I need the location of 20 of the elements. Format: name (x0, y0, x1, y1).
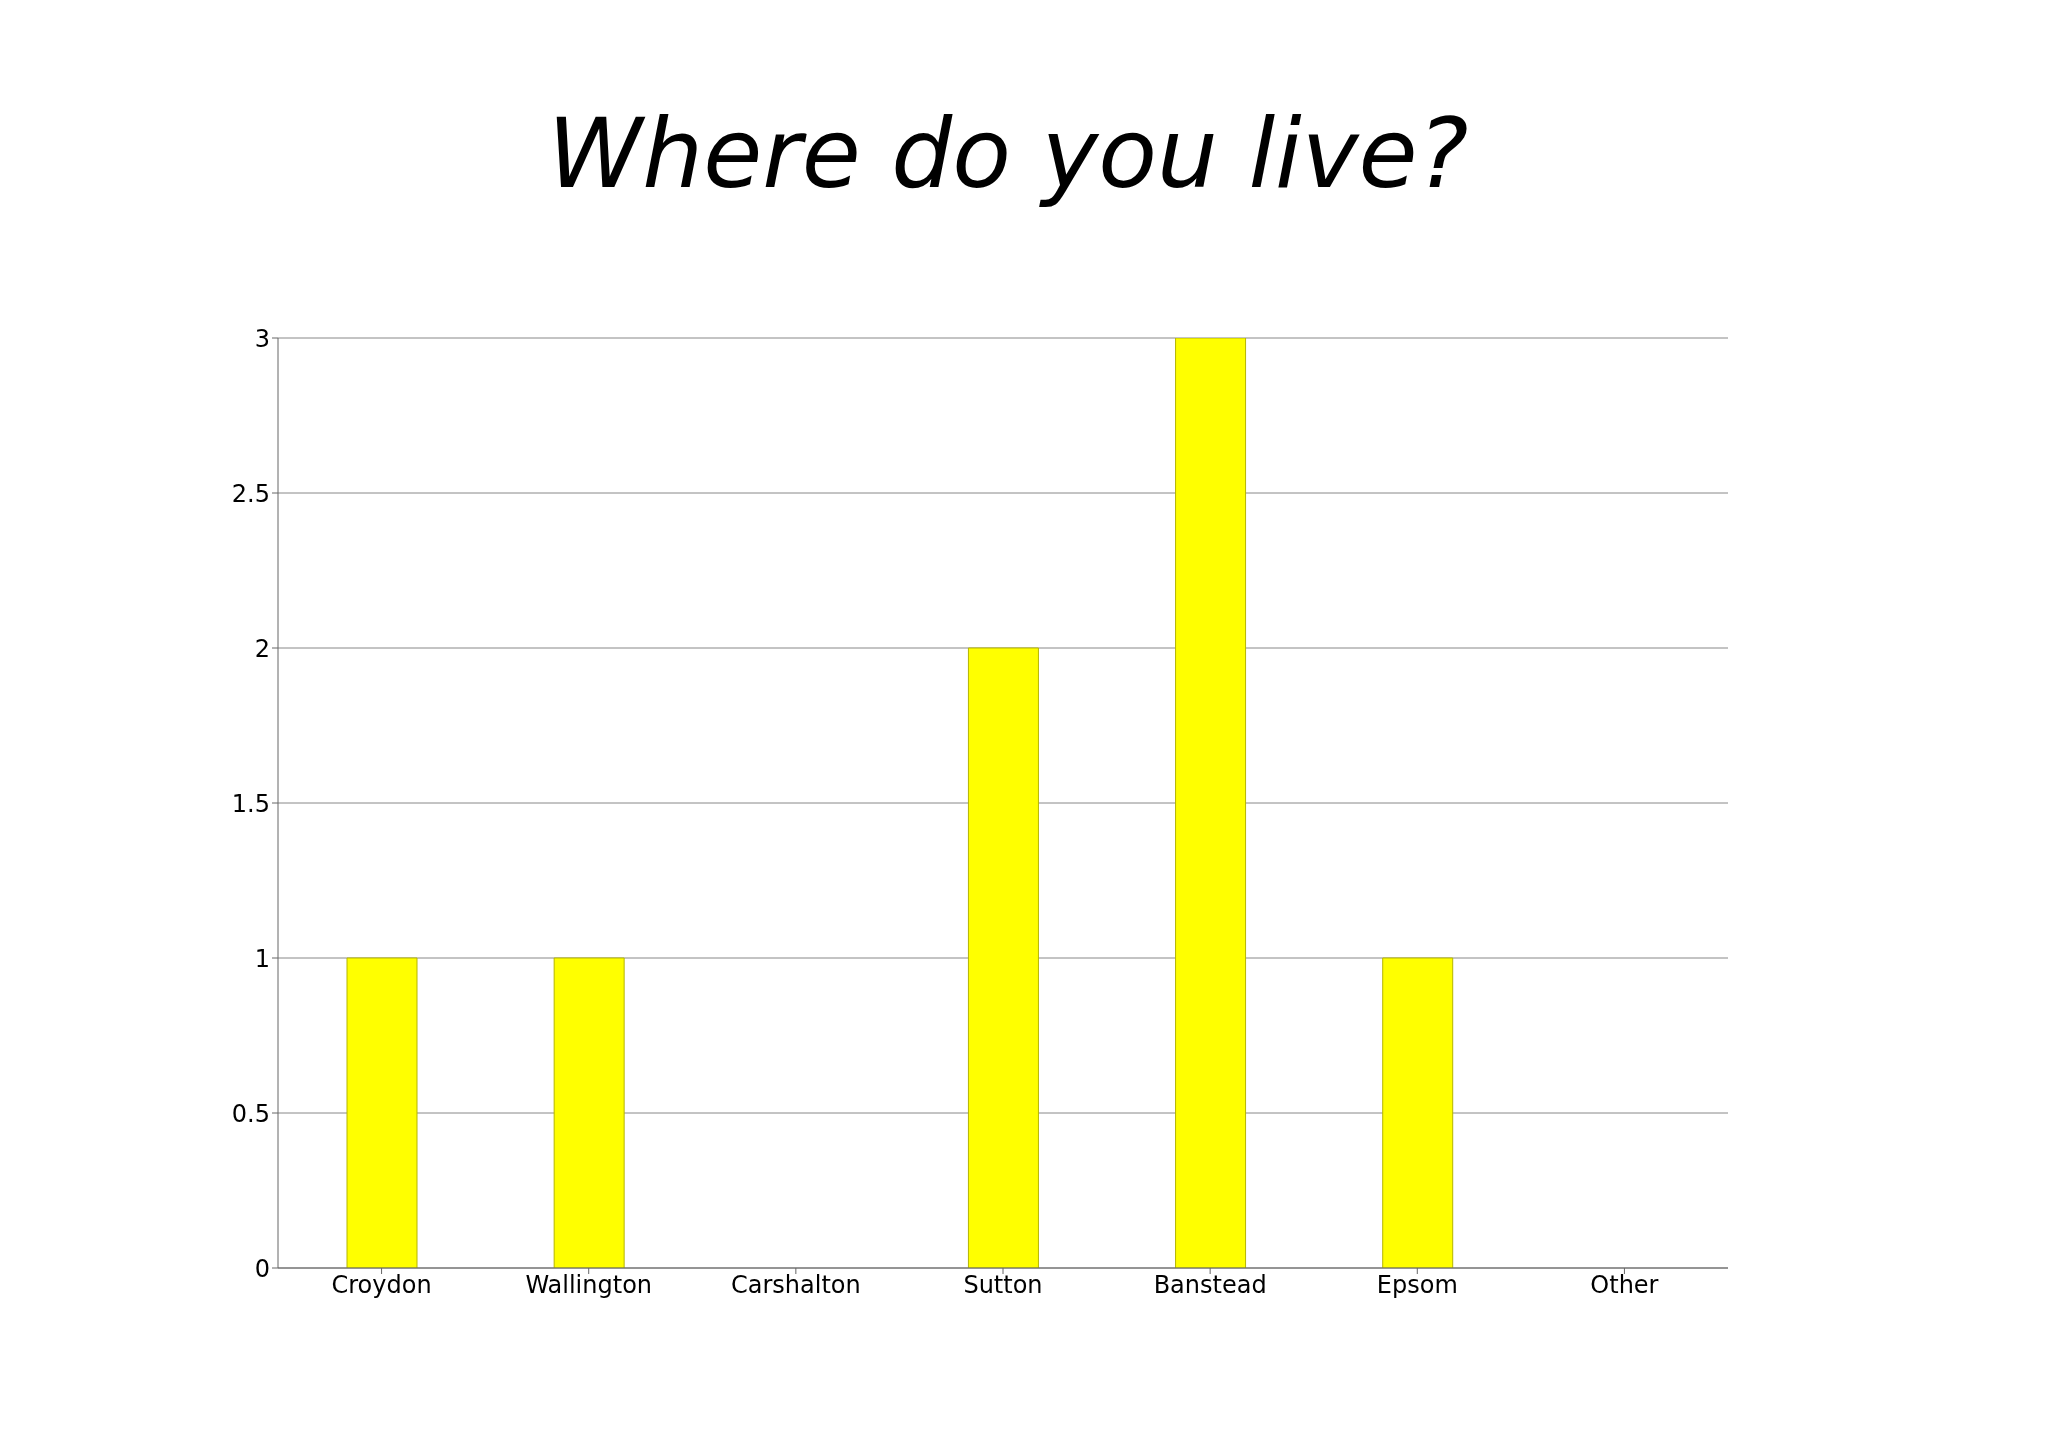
y-tick-label: 1 (254, 944, 270, 973)
y-tick-label: 0.5 (231, 1099, 270, 1128)
bar (553, 957, 625, 1268)
chart-title: Where do you live? (546, 97, 1470, 212)
y-tick-label: 2 (254, 634, 270, 663)
y-tick-label: 2.5 (231, 479, 270, 508)
y-tick-label: 1.5 (231, 789, 270, 818)
x-tick-label: Other (1590, 1271, 1659, 1300)
bar (1175, 338, 1247, 1268)
x-tick-label: Banstead (1153, 1271, 1267, 1300)
bar (346, 957, 418, 1268)
bar (967, 647, 1039, 1268)
x-tick-label: Croydon (331, 1271, 432, 1300)
x-tick-label: Carshalton (730, 1271, 861, 1300)
bar (1382, 957, 1454, 1268)
y-tick-label: 3 (254, 324, 270, 353)
x-tick-label: Wallington (525, 1271, 653, 1300)
x-tick-label: Sutton (963, 1271, 1043, 1300)
x-tick-label: Epsom (1376, 1271, 1458, 1300)
y-tick-label: 0 (254, 1254, 270, 1283)
